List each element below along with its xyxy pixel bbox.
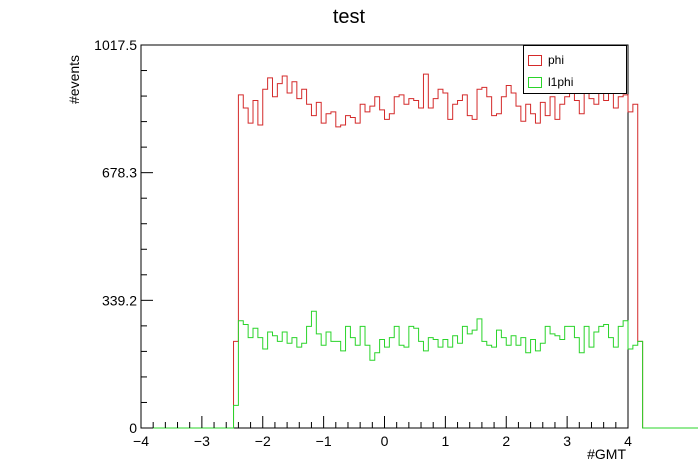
legend-item-l1phi: l1phi [528,74,573,90]
legend: phi l1phi [523,45,627,94]
legend-swatch-l1phi [528,76,542,88]
series-line-l1phi [141,310,698,429]
y-tick-label: 0 [129,420,137,436]
legend-item-phi: phi [528,52,564,68]
y-tick-label: 678.3 [102,165,137,181]
x-tick-label: 3 [563,433,571,449]
x-tick-label: 1 [441,433,449,449]
x-tick-label: −1 [316,433,332,449]
y-axis-label: #events [66,54,82,104]
chart-title: test [332,6,366,28]
x-tick-label: −2 [255,433,271,449]
x-tick-label: −3 [194,433,210,449]
x-axis-label: #GMT [587,446,626,462]
x-tick-label: −4 [133,433,149,449]
legend-label-phi: phi [548,53,565,67]
series-line-phi [141,73,698,429]
x-tick-label: 2 [502,433,510,449]
x-tick-label: 4 [624,433,632,449]
legend-label-l1phi: l1phi [548,75,574,89]
legend-swatch-phi [528,54,542,66]
x-tick-label: 0 [381,433,389,449]
y-tick-label: 339.2 [102,292,137,308]
y-tick-label: 1017.5 [94,37,137,53]
